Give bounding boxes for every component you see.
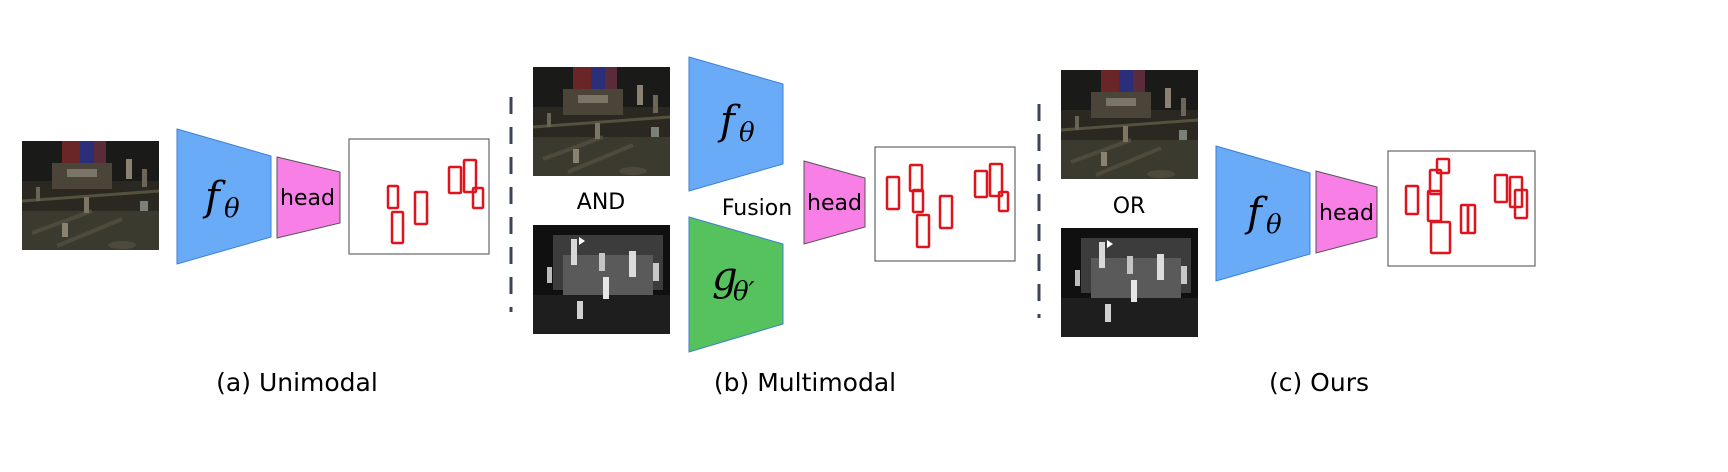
panel-multimodal: AND f θ Fusion g θ′ head (b) Multimodal <box>531 56 1016 397</box>
detection-box <box>988 162 1004 198</box>
fusion-label: Fusion <box>722 196 792 221</box>
rgb-image-icon <box>20 139 161 252</box>
detection-box <box>973 169 989 199</box>
head-label: head <box>1319 201 1374 226</box>
detection-box <box>911 188 925 214</box>
detection-box <box>1493 173 1509 204</box>
detection-box <box>386 184 400 210</box>
panel-unimodal: f θ head (a) Unimodal <box>20 128 490 397</box>
head-label: head <box>807 191 862 216</box>
or-connector: OR <box>1113 194 1146 219</box>
encoder-rgb-subscript: θ <box>739 118 755 148</box>
detection-head <box>1315 170 1378 254</box>
thermal-image-icon <box>533 225 670 334</box>
panel-ours: OR f θ head (c) Ours <box>1059 68 1536 397</box>
detection-box <box>938 194 954 230</box>
encoder-g-theta-prime <box>688 216 784 353</box>
thermal-image-icon <box>1061 228 1198 337</box>
encoder-subscript: θ <box>224 194 240 224</box>
detections <box>386 158 485 245</box>
detection-box <box>413 190 429 226</box>
head-label: head <box>280 186 335 211</box>
detection-box <box>1435 157 1451 175</box>
detection-box <box>997 190 1010 213</box>
detections-box <box>348 138 490 255</box>
detection-box <box>1513 188 1529 220</box>
detection-box <box>915 213 931 249</box>
detection-head <box>803 160 866 245</box>
rgb-image-icon <box>1059 68 1200 181</box>
detection-box <box>1404 184 1420 216</box>
encoder-ir-subscript: θ′ <box>733 277 755 307</box>
detection-box <box>447 165 463 195</box>
encoder-ir-symbol: g <box>712 254 738 300</box>
detections <box>1404 157 1529 255</box>
detection-box <box>885 175 901 211</box>
encoder-subscript: θ <box>1266 210 1282 240</box>
detection-box <box>471 186 485 210</box>
encoder-f-theta <box>1215 145 1311 282</box>
caption-ours: (c) Ours <box>1269 368 1369 397</box>
detection-head <box>276 156 341 239</box>
caption-multimodal: (b) Multimodal <box>714 368 896 397</box>
detection-box <box>462 158 478 194</box>
encoder-f-theta <box>688 56 784 192</box>
and-connector: AND <box>577 190 625 215</box>
detection-box <box>1466 203 1477 235</box>
detections <box>885 162 1010 249</box>
detection-box <box>1429 220 1452 255</box>
detection-box <box>390 210 405 245</box>
rgb-image-icon <box>531 65 672 178</box>
encoder-f-theta <box>176 128 272 265</box>
detection-box <box>1428 168 1443 196</box>
caption-unimodal: (a) Unimodal <box>216 368 378 397</box>
